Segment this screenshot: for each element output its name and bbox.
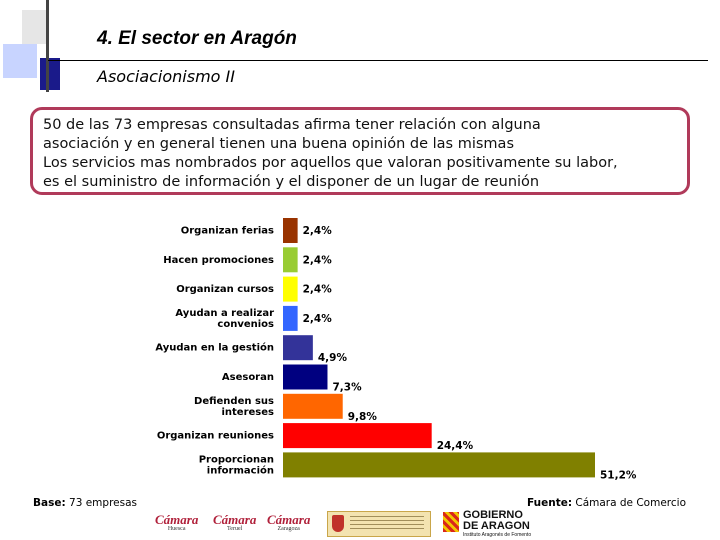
base-note: Base: 73 empresas: [33, 497, 137, 509]
category-label: Organizan ferias: [181, 226, 274, 237]
source-note: Fuente: Cámara de Comercio: [527, 497, 686, 509]
aragon-flag-icon: [443, 512, 459, 532]
page-subtitle: Asociacionismo II: [97, 67, 235, 86]
source-label: Fuente:: [526, 497, 573, 509]
bar-8: [283, 452, 595, 478]
bar-2: [283, 276, 298, 302]
bar-5: [283, 364, 328, 390]
category-label: Hacen promociones: [163, 255, 274, 266]
logo-subtext: Huesca: [167, 526, 186, 532]
ministry-logo: [327, 511, 431, 537]
ministry-text-graphic: [350, 516, 424, 532]
summary-line: Los servicios mas nombrados por aquellos…: [43, 155, 618, 171]
summary-box: 50 de las 73 empresas consultadas afirma…: [30, 107, 690, 195]
decor-block-grey: [22, 10, 46, 44]
category-label: intereses: [221, 407, 274, 418]
gobierno-subtext: Instituto Aragonés de Fomento: [463, 532, 532, 538]
value-label: 9,8%: [348, 411, 378, 423]
bar-7: [283, 423, 432, 449]
logo-subtext: Teruel: [227, 526, 243, 532]
gobierno-text: GOBIERNO DE ARAGON Instituto Aragonés de…: [463, 509, 532, 539]
title-divider: [48, 60, 708, 61]
logo-text: Cámara: [267, 512, 311, 527]
decor-block-light: [3, 44, 37, 78]
value-label: 2,4%: [303, 225, 333, 237]
summary-line: es el suministro de información y el dis…: [43, 174, 540, 190]
coat-of-arms-icon: [332, 515, 344, 532]
value-label: 7,3%: [332, 382, 362, 394]
value-label: 2,4%: [303, 254, 333, 266]
summary-line: asociación y en general tienen una buena…: [43, 136, 514, 152]
category-label: Defienden sus: [194, 396, 274, 407]
bar-0: [283, 218, 298, 243]
category-label: Proporcionan: [199, 454, 274, 465]
category-label: Organizan cursos: [176, 284, 274, 295]
summary-line: 50 de las 73 empresas consultadas afirma…: [43, 117, 541, 133]
value-label: 24,4%: [437, 440, 474, 452]
category-label: Organizan reuniones: [157, 431, 274, 442]
gobierno-line: GOBIERNO: [463, 509, 523, 521]
value-label: 51,2%: [600, 469, 637, 481]
logo-text: Cámara: [155, 512, 199, 527]
decor-block-dark: [40, 58, 60, 90]
value-label: 2,4%: [303, 313, 333, 325]
bar-3: [283, 305, 298, 331]
logo-text: Cámara: [213, 512, 257, 527]
camara-zaragoza-logo: Cámara Zaragoza: [267, 512, 310, 532]
gobierno-line: DE ARAGON: [463, 520, 530, 532]
decor-vertical-line: [46, 0, 49, 92]
value-label: 2,4%: [303, 284, 333, 296]
bar-4: [283, 335, 313, 361]
page-title: 4. El sector en Aragón: [97, 28, 297, 49]
logo-strip: Cámara Huesca Cámara Teruel Cámara Zarag…: [155, 508, 535, 539]
value-label: 4,9%: [318, 352, 348, 364]
bar-6: [283, 393, 343, 419]
source-value: Cámara de Comercio: [575, 497, 686, 509]
camara-huesca-logo: Cámara Huesca: [155, 512, 198, 532]
category-label: Ayudan en la gestión: [155, 342, 274, 354]
category-label: Ayudan a realizar: [175, 308, 274, 319]
camara-teruel-logo: Cámara Teruel: [213, 512, 256, 532]
category-label: Asesoran: [222, 372, 274, 383]
gobierno-aragon-logo: GOBIERNO DE ARAGON Instituto Aragonés de…: [443, 509, 535, 539]
base-value: 73 empresas: [69, 497, 137, 509]
logo-subtext: Zaragoza: [277, 526, 300, 532]
category-label: convenios: [217, 319, 274, 330]
category-label: información: [207, 464, 274, 476]
bar-1: [283, 247, 298, 273]
base-label: Base:: [33, 497, 66, 509]
